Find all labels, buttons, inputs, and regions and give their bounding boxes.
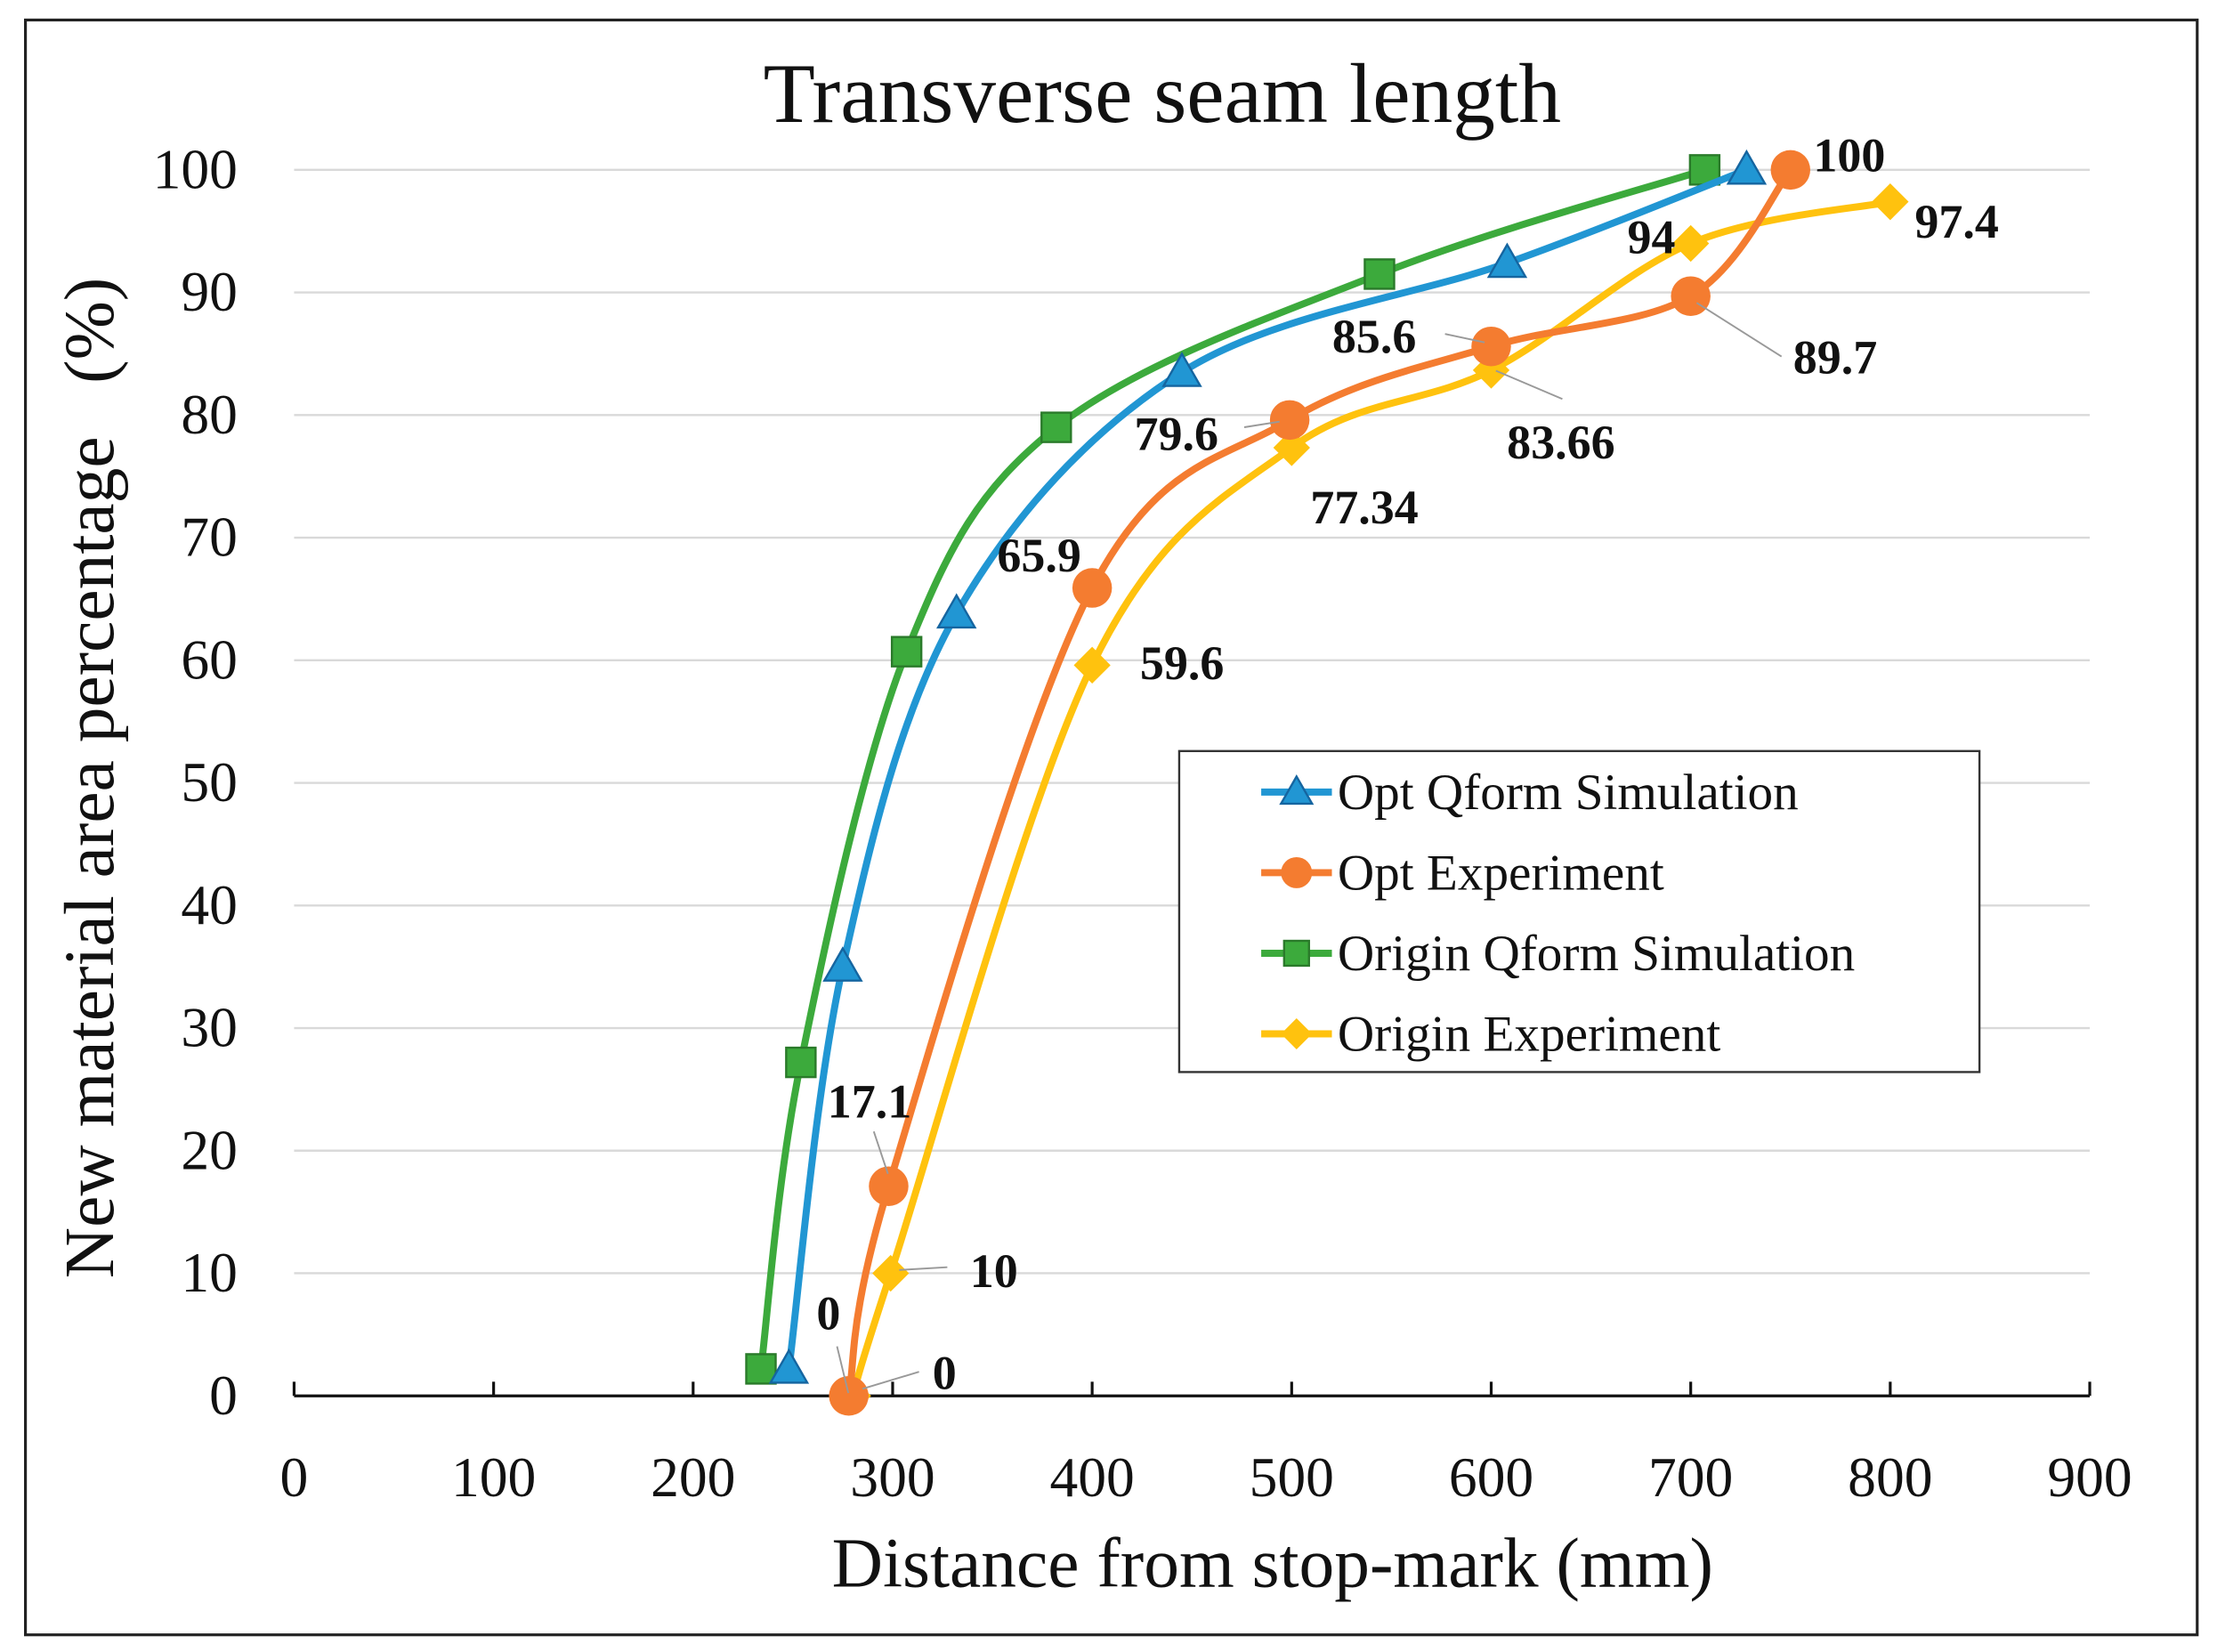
legend-item: Opt Experiment [1261, 845, 1664, 901]
y-tick-label: 0 [209, 1364, 238, 1427]
x-tick-label: 600 [1449, 1446, 1533, 1509]
data-label: 59.6 [1140, 636, 1225, 690]
triangle-marker [768, 1348, 810, 1384]
chart-title: Transverse seam length [764, 46, 1561, 141]
circle-marker [1671, 276, 1711, 316]
x-tick-label: 0 [280, 1446, 309, 1509]
square-marker [1040, 411, 1072, 443]
legend-item: Opt Qform Simulation [1261, 765, 1799, 821]
data-label: 85.6 [1332, 310, 1417, 363]
diamond-marker [1281, 1018, 1313, 1050]
x-tick-label: 200 [651, 1446, 735, 1509]
y-tick-label: 50 [181, 750, 238, 814]
series-line [757, 166, 1706, 1370]
data-label: 10 [970, 1244, 1018, 1298]
data-label: 94 [1628, 211, 1676, 264]
data-label: 89.7 [1793, 331, 1877, 385]
leader-line [1495, 369, 1563, 401]
square-marker [785, 1046, 817, 1079]
x-tick-label: 800 [1848, 1446, 1932, 1509]
triangle-marker [1161, 352, 1202, 387]
y-tick-label: 80 [181, 383, 238, 446]
x-axis-title: Distance from stop-mark (mm) [832, 1525, 1713, 1603]
circle-marker [1269, 400, 1310, 441]
series-opt-qform-simulation [768, 149, 1768, 1384]
triangle-marker [1486, 242, 1528, 279]
leader-line [1243, 420, 1280, 428]
x-tick-label: 300 [850, 1446, 935, 1509]
data-label: 77.34 [1310, 481, 1419, 534]
data-label: 97.4 [1914, 195, 1999, 248]
legend-label: Opt Qform Simulation [1338, 765, 1799, 821]
series-origin-qform-simulation [745, 154, 1721, 1385]
x-tick-label: 700 [1648, 1446, 1733, 1509]
leader-line [899, 1266, 948, 1271]
data-label: 83.66 [1507, 416, 1614, 469]
legend-label: Origin Experiment [1338, 1007, 1720, 1063]
data-label: 65.9 [997, 529, 1081, 582]
triangle-marker [1279, 773, 1315, 806]
y-tick-label: 100 [153, 138, 238, 201]
circle-marker [869, 1166, 909, 1206]
series-line [849, 198, 1891, 1397]
triangle-marker [935, 593, 977, 629]
leader-line [872, 1130, 889, 1175]
triangle-marker [1726, 149, 1768, 185]
legend-item: Origin Experiment [1261, 1007, 1720, 1063]
leader-line [862, 1371, 919, 1390]
y-tick-label: 40 [181, 873, 238, 936]
circle-marker [1471, 326, 1511, 367]
circle-marker [1281, 856, 1313, 888]
legend-label: Opt Experiment [1338, 845, 1664, 901]
square-marker [1282, 939, 1310, 968]
leader-line [1695, 302, 1783, 358]
data-label: 0 [816, 1287, 840, 1340]
y-tick-label: 30 [181, 996, 238, 1059]
data-label: 100 [1813, 128, 1885, 182]
square-marker [890, 636, 923, 668]
square-marker [1363, 258, 1396, 290]
y-tick-label: 60 [181, 628, 238, 691]
data-label: 17.1 [828, 1074, 912, 1128]
y-tick-label: 10 [181, 1241, 238, 1304]
y-tick-label: 20 [181, 1118, 238, 1181]
legend: Opt Qform Simulation Opt Experiment Origin… [1177, 749, 1981, 1073]
legend-label: Origin Qform Simulation [1338, 926, 1855, 982]
y-axis-title: New material area percentage (%) [51, 278, 129, 1278]
x-tick-label: 100 [451, 1446, 536, 1509]
leader-line [1444, 333, 1485, 344]
circle-marker [1770, 150, 1810, 190]
y-tick-label: 70 [181, 506, 238, 569]
circle-marker [1072, 568, 1113, 608]
x-tick-label: 900 [2047, 1446, 2132, 1509]
square-marker [745, 1353, 777, 1385]
data-label: 0 [933, 1346, 957, 1399]
x-tick-label: 500 [1250, 1446, 1334, 1509]
leader-line [836, 1346, 850, 1394]
diamond-marker [872, 1254, 910, 1292]
legend-item: Origin Qform Simulation [1261, 926, 1855, 982]
triangle-marker [822, 946, 863, 982]
x-tick-label: 400 [1049, 1446, 1134, 1509]
y-tick-label: 90 [181, 260, 238, 323]
data-label: 79.6 [1135, 407, 1219, 460]
circle-marker [829, 1375, 869, 1416]
